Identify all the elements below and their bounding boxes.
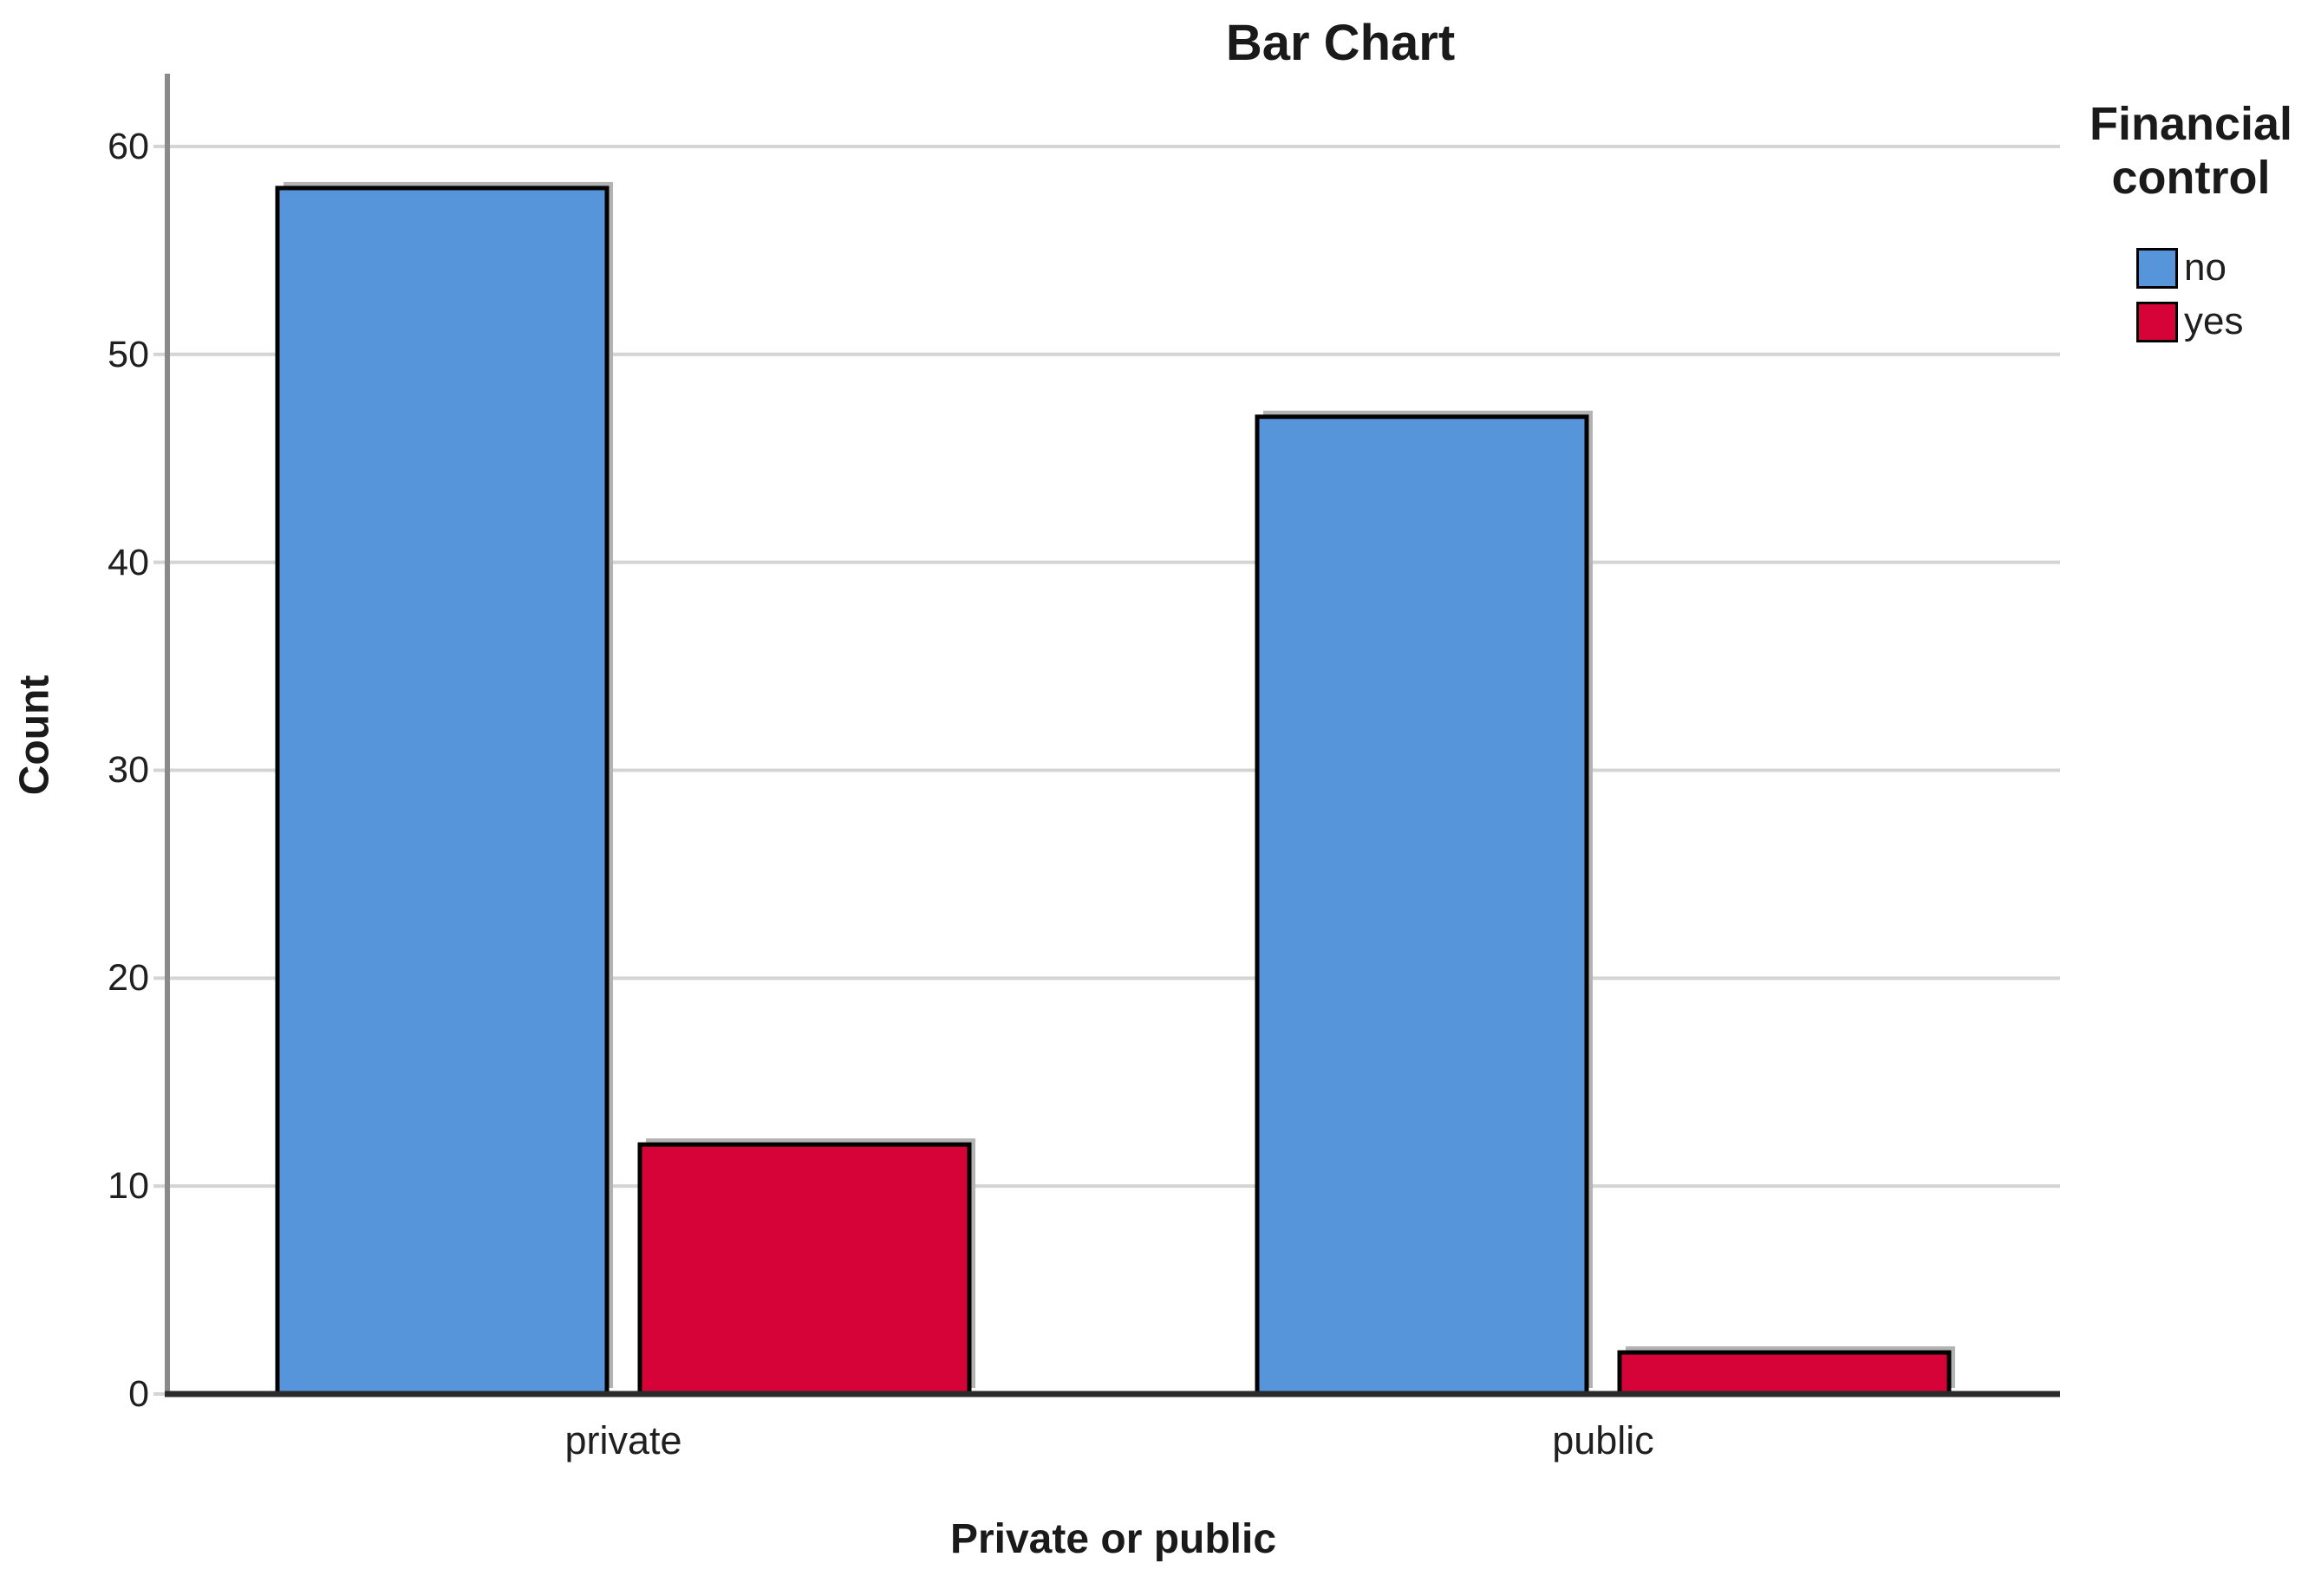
bar-public-no xyxy=(1255,414,1589,1397)
legend-item-no: no xyxy=(2136,247,2226,289)
legend-label-yes: yes xyxy=(2184,300,2244,342)
y-tick-label-0: 0 xyxy=(128,1373,149,1415)
y-tick-label-60: 60 xyxy=(108,125,149,167)
legend-item-yes: yes xyxy=(2136,301,2243,342)
legend-title: Financial control xyxy=(2089,98,2293,204)
legend-swatch-yes xyxy=(2136,301,2178,342)
y-tick-label-20: 20 xyxy=(108,957,149,1000)
y-tick-label-30: 30 xyxy=(108,749,149,791)
x-category-label-public: public xyxy=(1552,1418,1654,1462)
bar-private-yes xyxy=(637,1142,972,1397)
y-tick-label-10: 10 xyxy=(108,1165,149,1208)
y-axis-title: Count xyxy=(11,674,58,796)
x-category-label-private: private xyxy=(564,1418,682,1462)
legend-label-no: no xyxy=(2184,246,2226,289)
y-tick-label-50: 50 xyxy=(108,333,149,375)
legend: Financial control no yes xyxy=(2061,0,2321,390)
chart-title: Bar Chart xyxy=(1225,15,1456,71)
bar-public-yes xyxy=(1617,1350,1952,1397)
y-tick-label-40: 40 xyxy=(108,541,149,583)
x-axis-title: Private or public xyxy=(949,1516,1277,1562)
bar-private-no xyxy=(275,186,610,1397)
legend-swatch-no xyxy=(2136,247,2178,289)
